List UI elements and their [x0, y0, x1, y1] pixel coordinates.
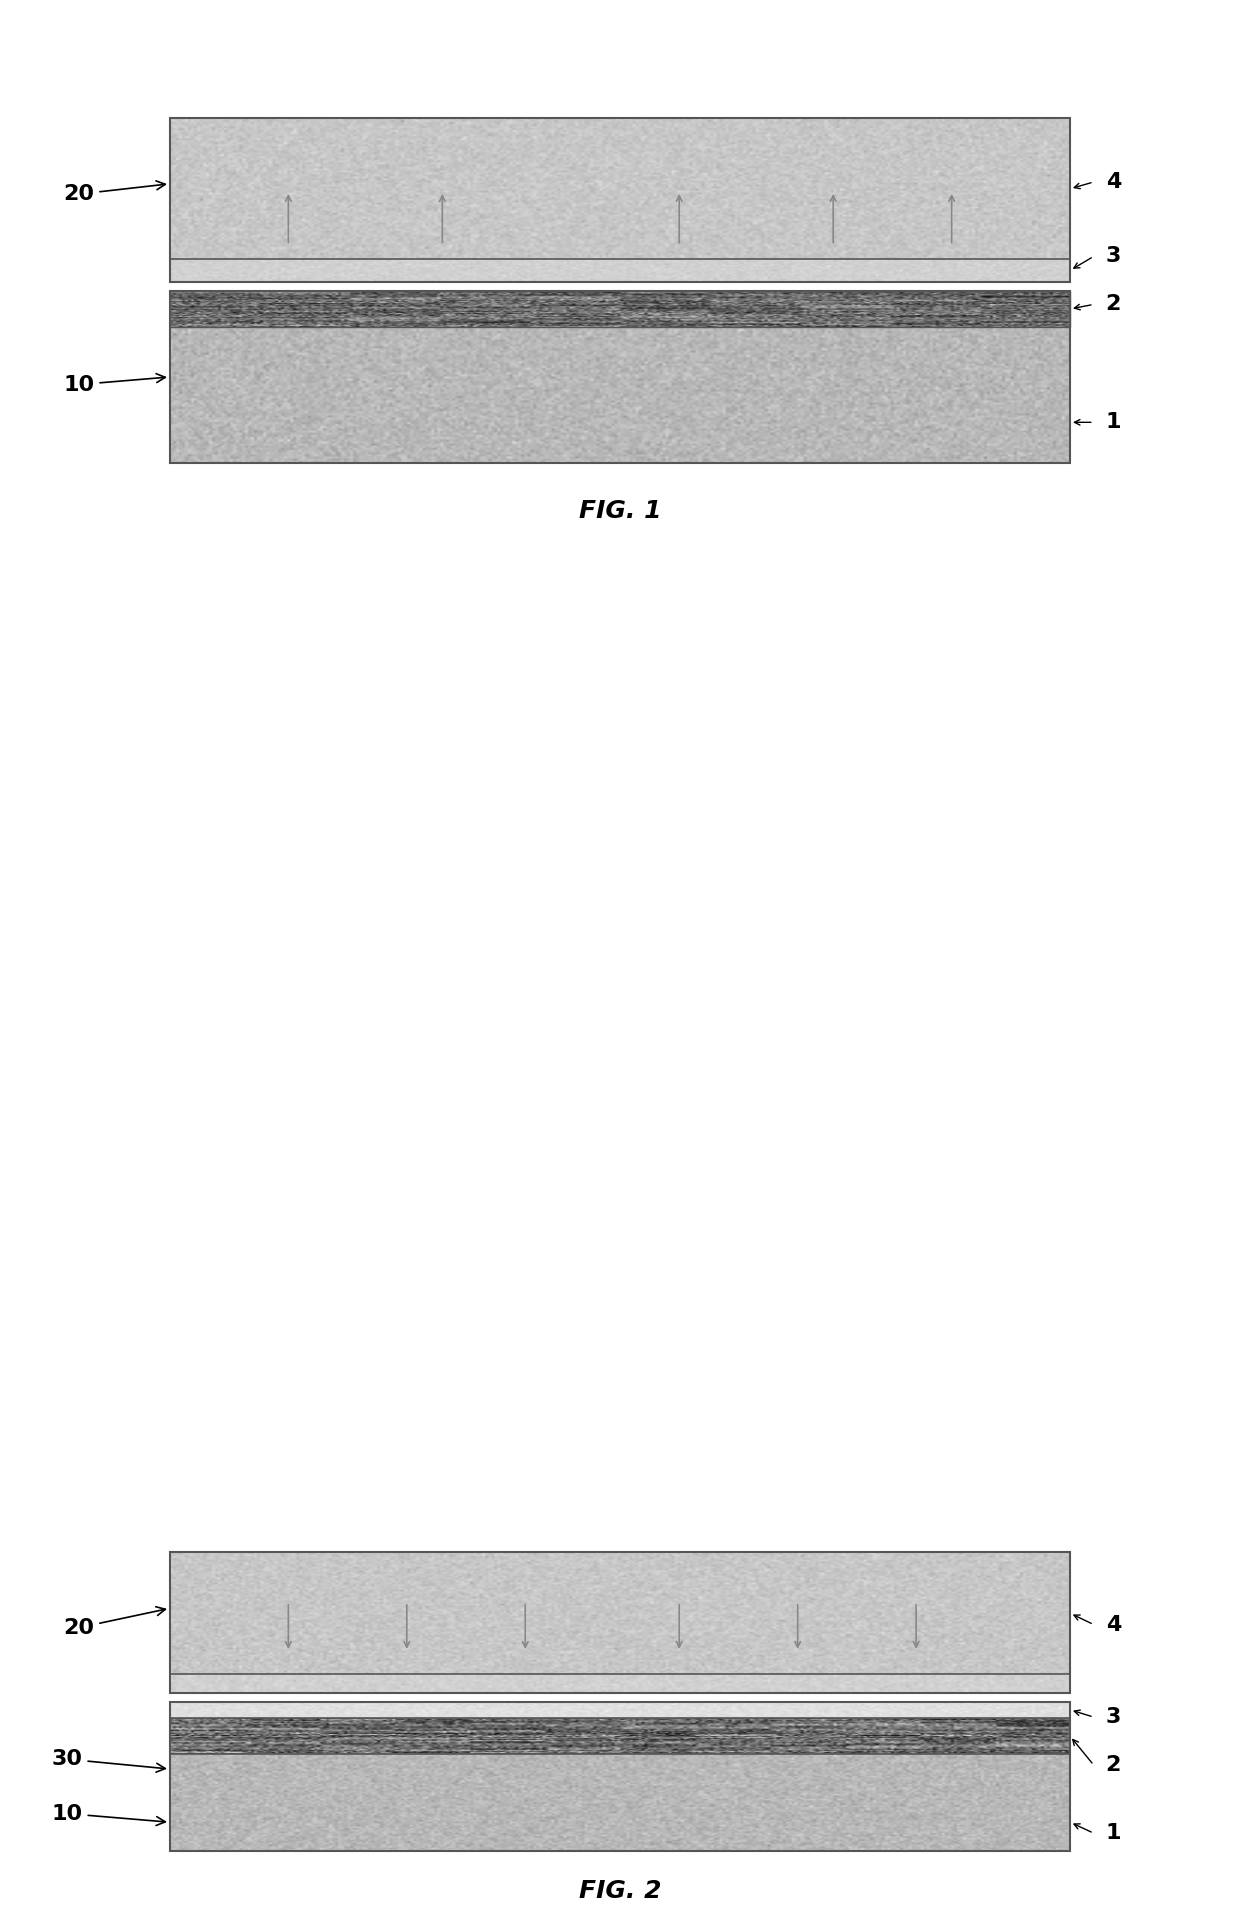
- Text: 4: 4: [1106, 172, 1121, 193]
- Text: 30: 30: [52, 1749, 165, 1772]
- Text: 3: 3: [1106, 247, 1121, 266]
- Text: 2: 2: [1106, 1754, 1121, 1776]
- Text: 3: 3: [1106, 1706, 1121, 1727]
- Text: 10: 10: [63, 374, 165, 395]
- Text: 1: 1: [1106, 413, 1121, 432]
- Bar: [170, 1552, 1070, 1693]
- Bar: [170, 118, 1070, 281]
- Bar: [170, 291, 1070, 463]
- Bar: [170, 1702, 1070, 1851]
- Text: 20: 20: [63, 1606, 165, 1637]
- Text: FIG. 1: FIG. 1: [579, 499, 661, 522]
- Bar: [170, 291, 1070, 328]
- Text: 10: 10: [52, 1803, 165, 1826]
- Text: 2: 2: [1106, 295, 1121, 314]
- Text: FIG. 2: FIG. 2: [579, 1878, 661, 1903]
- Text: 4: 4: [1106, 1614, 1121, 1635]
- Text: 20: 20: [63, 181, 165, 204]
- Text: 1: 1: [1106, 1824, 1121, 1843]
